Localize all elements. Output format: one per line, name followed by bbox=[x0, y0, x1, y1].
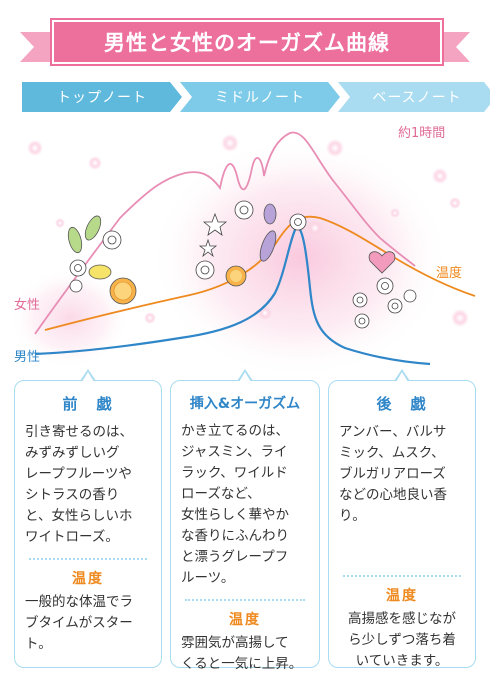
body-line: いていきます。 bbox=[355, 653, 449, 669]
body-line: 女性らしく華やか bbox=[181, 507, 289, 523]
body-line: ブルガリアローズ bbox=[339, 466, 446, 482]
temperature-body: 高揚感を感じなが ら少しずつ落ち着 いていきます。 bbox=[339, 609, 465, 672]
flower-decorations bbox=[67, 200, 417, 329]
temperature-heading: 温度 bbox=[229, 612, 261, 628]
foreplay-body: 引き寄せるのは、 みずみずしいグ レープフルーツや シトラスの香り と、女性らし… bbox=[25, 422, 151, 548]
body-line: ト。 bbox=[25, 636, 52, 652]
afterplay-heading: 後 戯 bbox=[376, 395, 428, 413]
foreplay-heading: 前 戯 bbox=[62, 395, 114, 413]
glow-area bbox=[150, 138, 450, 378]
body-line: などの心地良い香 bbox=[339, 487, 447, 503]
body-line: ローズなど、 bbox=[181, 486, 261, 502]
male-label: 男性 bbox=[14, 350, 41, 365]
body-line: と漂うグレープフ bbox=[181, 549, 289, 565]
page-title: 男性と女性のオーガズム曲線 bbox=[104, 31, 390, 55]
body-line: みずみずしいグ bbox=[25, 445, 120, 461]
title-ribbon: 男性と女性のオーガズム曲線 bbox=[0, 12, 490, 72]
body-line: ら少しずつ落ち着 bbox=[348, 632, 456, 648]
body-line: と、女性らしいホ bbox=[25, 508, 133, 524]
body-line: ブタイムがスター bbox=[25, 615, 133, 631]
insertion-orgasm-box: 挿入&オーガズム かき立てるのは、 ジャスミン、ライ ラック、ワイルド ローズな… bbox=[170, 369, 320, 672]
body-line: アンバー、バルサ bbox=[339, 424, 447, 440]
insertion-orgasm-body: かき立てるのは、 ジャスミン、ライ ラック、ワイルド ローズなど、 女性らしく華… bbox=[181, 421, 309, 589]
dotted-divider bbox=[29, 558, 147, 560]
bokeh-dots bbox=[27, 134, 469, 327]
temperature-curve bbox=[44, 215, 476, 331]
ribbon-banner: 男性と女性のオーガズム曲線 bbox=[52, 20, 442, 64]
afterplay-body: アンバー、バルサ ミック、ムスク、 ブルガリアローズ などの心地良い香 り。 bbox=[339, 422, 465, 527]
temperature-heading: 温度 bbox=[72, 571, 104, 587]
top-note-arrow: トップノート bbox=[22, 82, 182, 112]
body-line: 引き寄せるのは、 bbox=[25, 424, 133, 440]
body-line: ミック、ムスク、 bbox=[339, 445, 445, 461]
body-line: ルーツ。 bbox=[181, 570, 235, 586]
note-arrows: トップノート ミドルノート ベースノート bbox=[22, 82, 490, 112]
curve-svg bbox=[10, 131, 476, 378]
orgasm-curve-graph: 約1時間 女性 男性 温度 bbox=[0, 118, 490, 378]
body-line: な香りにふんわり bbox=[181, 528, 289, 544]
body-line: 一般的な体温でラ bbox=[25, 594, 133, 610]
body-line: 雰囲気が高揚して bbox=[181, 635, 289, 651]
spacer bbox=[339, 527, 465, 565]
temperature-body: 雰囲気が高揚して くると一気に上昇。 bbox=[181, 633, 309, 675]
body-line: り。 bbox=[339, 508, 366, 524]
male-curve bbox=[34, 226, 431, 366]
temperature-label: 温度 bbox=[436, 266, 463, 281]
female-curve bbox=[34, 131, 416, 335]
temperature-body: 一般的な体温でラ ブタイムがスター ト。 bbox=[25, 592, 151, 655]
base-note-arrow: ベースノート bbox=[338, 82, 490, 112]
glow-area-left bbox=[10, 268, 130, 368]
body-line: 高揚感を感じなが bbox=[348, 611, 456, 627]
body-line: レープフルーツや bbox=[25, 466, 132, 482]
temperature-heading: 温度 bbox=[386, 588, 418, 604]
time-label: 約1時間 bbox=[398, 126, 446, 141]
afterplay-box: 後 戯 アンバー、バルサ ミック、ムスク、 ブルガリアローズ などの心地良い香 … bbox=[328, 369, 476, 669]
body-line: かき立てるのは、 bbox=[181, 423, 289, 439]
body-line: シトラスの香り bbox=[25, 487, 120, 503]
middle-note-arrow: ミドルノート bbox=[180, 82, 340, 112]
female-label: 女性 bbox=[14, 298, 41, 313]
dotted-divider bbox=[185, 599, 305, 601]
body-line: くると一気に上昇。 bbox=[181, 656, 303, 672]
body-line: ジャスミン、ライ bbox=[181, 444, 288, 460]
foreplay-box: 前 戯 引き寄せるのは、 みずみずしいグ レープフルーツや シトラスの香り と、… bbox=[14, 369, 162, 668]
insertion-orgasm-heading: 挿入&オーガズム bbox=[189, 396, 301, 412]
body-line: ラック、ワイルド bbox=[181, 465, 288, 481]
body-line: ワイトローズ。 bbox=[25, 529, 119, 545]
dotted-divider bbox=[343, 575, 461, 577]
